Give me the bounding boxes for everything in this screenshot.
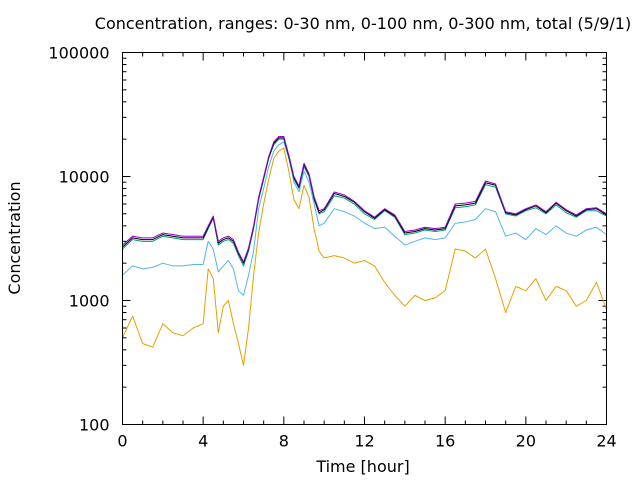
y-axis-ticks: 100 1000 10000 100000: [48, 44, 607, 435]
x-tick-label: 24: [596, 432, 616, 451]
x-tick-label: 20: [516, 432, 536, 451]
x-tick-label: 16: [435, 432, 455, 451]
y-tick-label: 100: [79, 416, 110, 435]
plot-frame: [122, 52, 607, 425]
x-tick-label: 12: [354, 432, 374, 451]
y-tick-label: 1000: [69, 292, 110, 311]
series-line-4: [122, 137, 607, 264]
x-tick-label: 0: [117, 432, 127, 451]
chart-title: Concentration, ranges: 0-30 nm, 0-100 nm…: [95, 14, 631, 33]
x-tick-label: 4: [198, 432, 208, 451]
x-axis-label: Time [hour]: [315, 457, 409, 476]
x-tick-label: 8: [279, 432, 289, 451]
series-line-2: [122, 141, 607, 296]
y-axis-label: Concentration: [5, 181, 24, 294]
y-tick-label: 100000: [48, 44, 109, 63]
x-axis-ticks: 0 4 8 12 16 20 24: [117, 52, 617, 451]
series-lines: [122, 136, 607, 366]
series-line-3: [122, 138, 607, 267]
series-line-1: [122, 147, 607, 366]
y-tick-label: 10000: [59, 168, 110, 187]
series-line-5: [122, 136, 607, 263]
